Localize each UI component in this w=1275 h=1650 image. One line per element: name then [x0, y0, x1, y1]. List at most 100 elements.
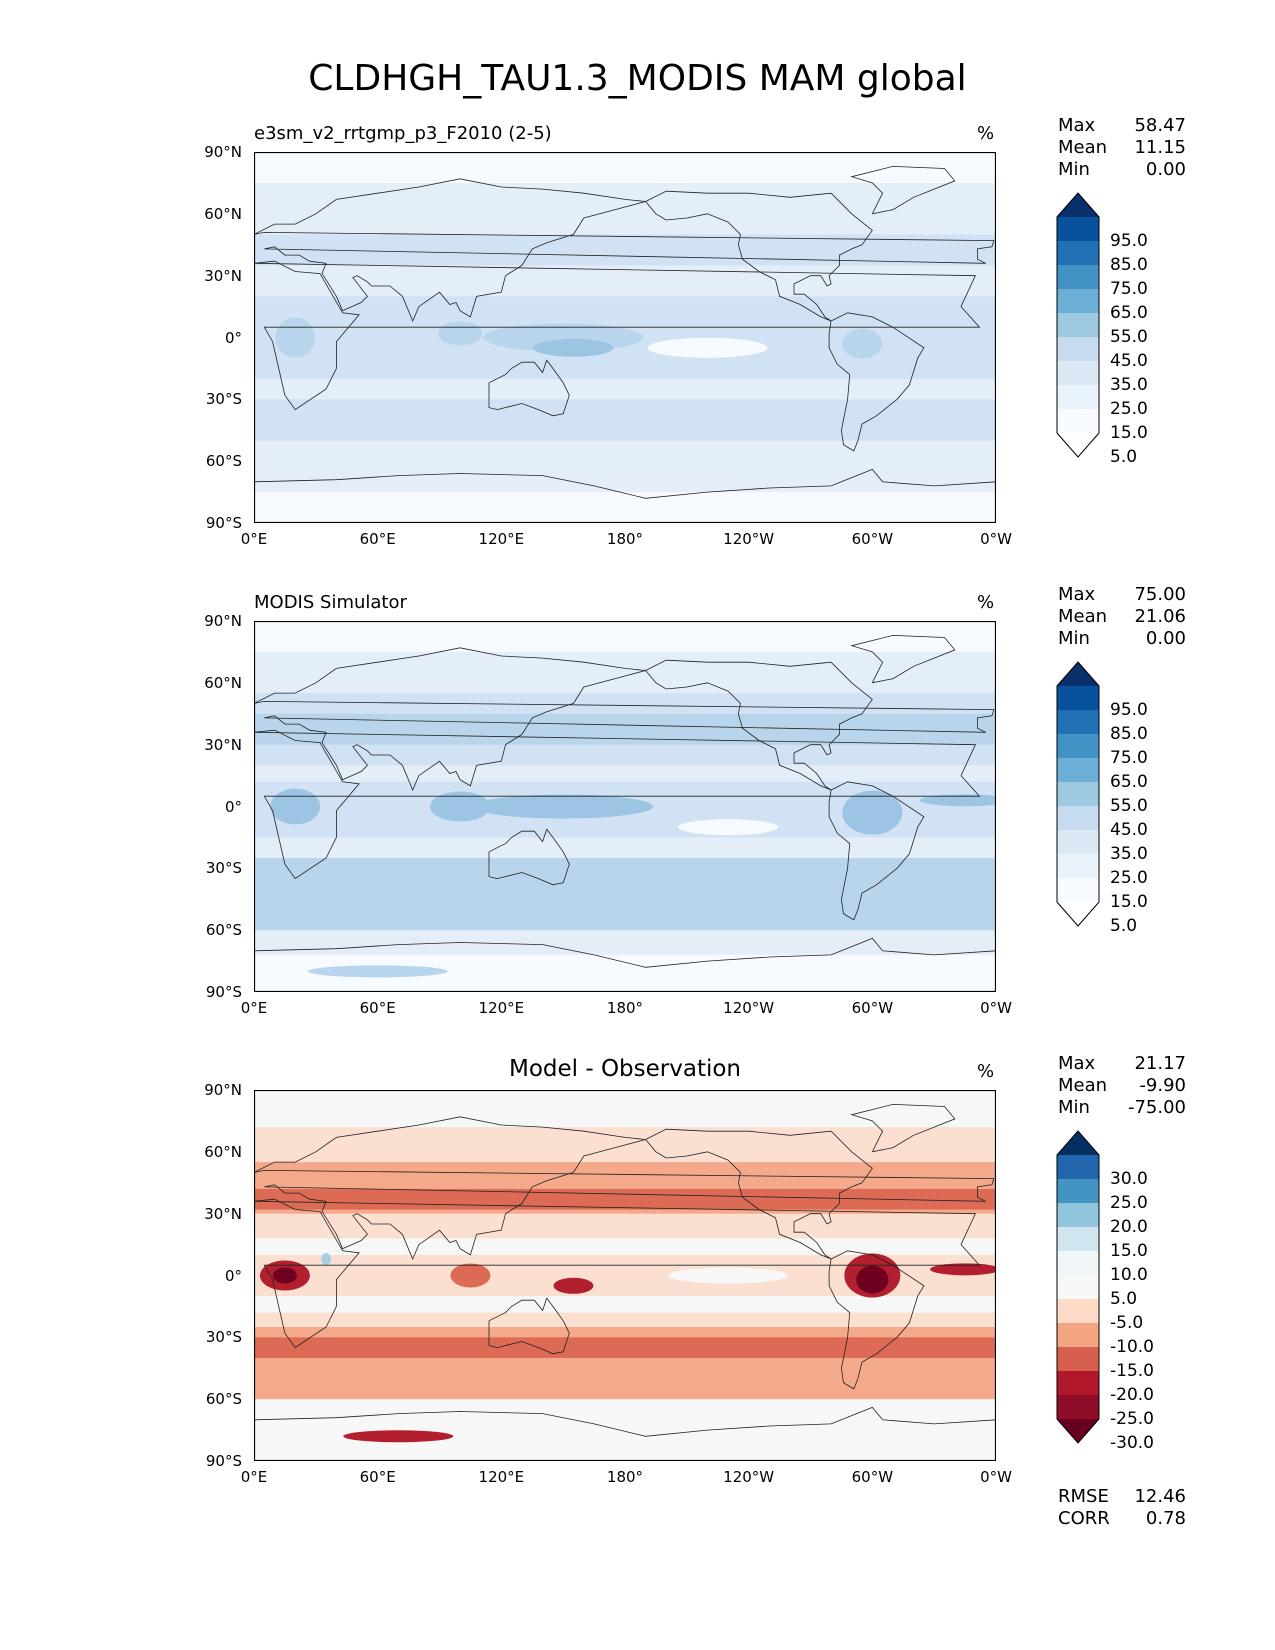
lat-tick-label: 0°	[224, 797, 242, 816]
units-label: %	[977, 592, 995, 613]
lat-tick-label: 30°N	[204, 1204, 242, 1223]
lon-tick-label: 0°W	[980, 1468, 1012, 1486]
stat-min-label: Min	[1058, 159, 1090, 180]
lat-tick-label: 60°S	[205, 452, 242, 471]
stat-mean-label: Mean	[1058, 606, 1108, 627]
colorbar-segment	[1057, 385, 1099, 409]
field-blob	[275, 317, 316, 358]
colorbar: 95.0 85.0 75.0 65.0 55.0 45.0 35.0 25.0 15.0 5.0	[1056, 661, 1148, 936]
field-band	[254, 713, 996, 745]
lat-tick-label: 30°N	[204, 266, 242, 285]
colorbar-segment	[1057, 265, 1099, 289]
colorbar-segment	[1057, 1251, 1099, 1275]
field-blob	[668, 1267, 789, 1284]
rmse-label: RMSE	[1058, 1486, 1109, 1507]
colorbar-segment	[1057, 1275, 1099, 1299]
stat-min-value: 0.00	[1145, 628, 1186, 649]
lat-tick-label: 30°S	[205, 390, 242, 409]
panel-difference: Model - Observation % Max 21.17 Mean -9.90…	[0, 1053, 1275, 1550]
coastline	[850, 1103, 956, 1153]
field-blob	[438, 321, 483, 346]
map-frame	[254, 1090, 996, 1461]
colorbar-segment	[1057, 806, 1099, 830]
colorbar-segment	[1057, 758, 1099, 782]
lon-tick-label: 0°E	[240, 530, 268, 548]
colorbar-extend-max	[1057, 1131, 1099, 1155]
lon-tick-label: 0°E	[240, 1468, 268, 1486]
colorbar-segment	[1057, 1179, 1099, 1203]
stats-box: Max 75.00 Mean 21.06 Min 0.00	[1058, 584, 1186, 650]
lat-tick-label: 90°S	[205, 1452, 242, 1470]
colorbar-tick-label: 35.0	[1110, 844, 1148, 864]
colorbar-segment	[1057, 289, 1099, 313]
lat-tick-label: 30°S	[205, 859, 242, 878]
field-blob	[272, 1267, 297, 1284]
colorbar-segment	[1057, 878, 1099, 902]
colorbar-segment	[1057, 1155, 1099, 1179]
field-band	[254, 858, 996, 931]
coastline	[488, 359, 570, 417]
colorbar-segment	[1057, 217, 1099, 241]
lon-tick-label: 60°E	[359, 999, 396, 1017]
colorbar-tick-label: 5.0	[1110, 447, 1138, 467]
colorbar-tick-label: 75.0	[1110, 279, 1148, 299]
field-blob	[842, 328, 883, 359]
lat-tick-label: 60°S	[205, 1390, 242, 1409]
coastline	[850, 634, 956, 684]
stat-max-value: 21.17	[1134, 1053, 1186, 1074]
panel-observation: MODIS Simulator % Max 75.00 Mean 21.06 Min…	[0, 584, 1275, 1081]
lon-tick-label: 60°W	[851, 530, 894, 548]
lat-tick-label: 90°N	[204, 1081, 242, 1099]
coastline	[850, 165, 956, 215]
lon-tick-label: 120°E	[478, 530, 525, 548]
coastline	[254, 178, 995, 323]
field-band	[254, 1337, 996, 1358]
field-blob	[473, 794, 654, 819]
field-blob	[647, 337, 768, 358]
lon-tick-label: 120°E	[478, 1468, 525, 1486]
coastline	[254, 647, 995, 792]
field-blob	[553, 1277, 594, 1294]
stat-min-label: Min	[1058, 628, 1090, 649]
colorbar-segment	[1057, 337, 1099, 361]
field-blob	[930, 1263, 996, 1276]
colorbar-tick-label: 35.0	[1110, 375, 1148, 395]
lon-tick-label: 60°W	[851, 999, 894, 1017]
map-frame	[254, 152, 996, 523]
lon-tick-label: 60°W	[851, 1468, 894, 1486]
stat-mean-value: 21.06	[1134, 606, 1186, 627]
lat-tick-label: 60°N	[204, 204, 242, 223]
colorbar-segment	[1057, 1323, 1099, 1347]
colorbar-extend-min	[1057, 433, 1099, 457]
map-difference	[254, 1090, 996, 1461]
colorbar-segment	[1057, 241, 1099, 265]
field-blob	[430, 791, 491, 822]
lon-tick-label: 120°E	[478, 999, 525, 1017]
colorbar-segment	[1057, 1227, 1099, 1251]
stat-max-value: 75.00	[1134, 584, 1186, 605]
lon-tick-label: 120°W	[723, 1468, 775, 1486]
rmse-value: 12.46	[1134, 1486, 1186, 1507]
lon-tick-label: 0°E	[240, 999, 268, 1017]
colorbar-segment	[1057, 1395, 1099, 1419]
stat-mean-label: Mean	[1058, 1075, 1108, 1096]
panel-title: e3sm_v2_rrtgmp_p3_F2010 (2-5)	[254, 123, 552, 144]
colorbar-tick-label: 65.0	[1110, 772, 1148, 792]
lat-tick-label: 0°	[224, 328, 242, 347]
colorbar-tick-label: -30.0	[1110, 1433, 1154, 1453]
lon-tick-label: 120°W	[723, 530, 775, 548]
lat-tick-label: 60°N	[204, 1142, 242, 1161]
field-blob	[321, 1253, 332, 1266]
coastline	[254, 1116, 995, 1261]
figure-title: CLDHGH_TAU1.3_MODIS MAM global	[308, 58, 967, 99]
coastline	[254, 468, 996, 499]
stat-min-value: -75.00	[1127, 1097, 1186, 1118]
colorbar-tick-label: 45.0	[1110, 820, 1148, 840]
lat-tick-label: 30°S	[205, 1328, 242, 1347]
field-blob	[856, 1265, 889, 1294]
panel-title: MODIS Simulator	[254, 592, 407, 613]
colorbar-tick-label: -25.0	[1110, 1409, 1154, 1429]
coastline	[645, 659, 873, 791]
colorbar-segment	[1057, 782, 1099, 806]
lon-tick-label: 180°	[606, 1468, 644, 1486]
